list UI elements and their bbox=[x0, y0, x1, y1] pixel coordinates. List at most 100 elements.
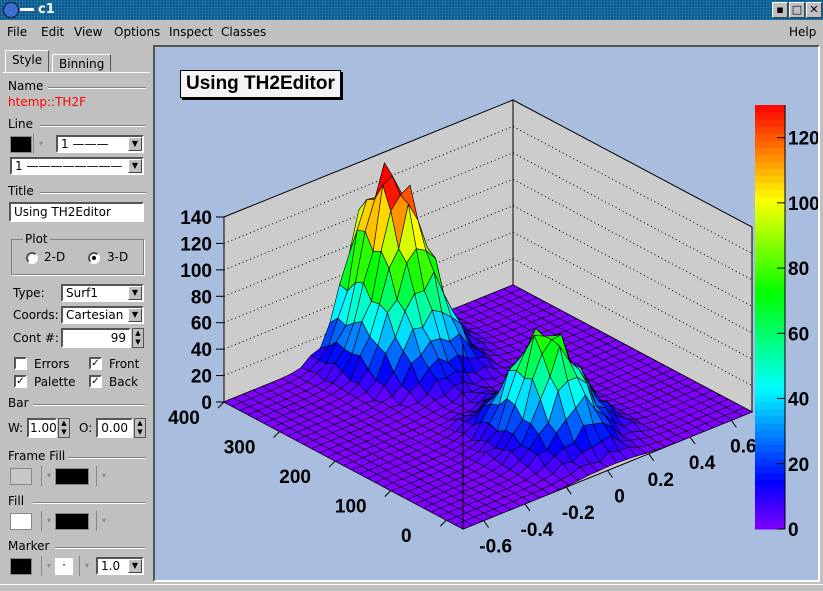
front-checkbox[interactable]: ✓ bbox=[89, 357, 102, 370]
radio-2d[interactable] bbox=[26, 252, 38, 264]
palette-band bbox=[755, 168, 785, 177]
x-tick-label: 0.6 bbox=[730, 436, 756, 457]
chevron-down-icon[interactable]: ▼ bbox=[128, 308, 142, 322]
menu-classes[interactable]: Classes bbox=[221, 25, 267, 39]
palette-band bbox=[755, 281, 785, 290]
z-tick-label: 60 bbox=[191, 314, 212, 335]
type-select[interactable]: Surf1 ▼ bbox=[61, 284, 144, 302]
palette-band bbox=[755, 302, 785, 311]
palette-band bbox=[755, 430, 785, 438]
fill-color-swatch[interactable] bbox=[10, 513, 32, 530]
coords-label: Coords: bbox=[13, 308, 59, 322]
frame-fill-color-dropdown[interactable]: ▾ bbox=[41, 466, 51, 486]
x-tick-label: 0.4 bbox=[689, 453, 716, 474]
palette-band bbox=[755, 373, 785, 382]
z-tick-label: 120 bbox=[180, 234, 212, 255]
root-app-icon[interactable] bbox=[3, 2, 19, 18]
plot-title[interactable]: Using TH2Editor bbox=[180, 70, 341, 98]
z-gridline bbox=[223, 178, 753, 307]
z-tick-label: 0 bbox=[201, 393, 212, 414]
marker-color-swatch[interactable] bbox=[10, 558, 32, 575]
line-color-dropdown[interactable]: ▾ bbox=[33, 134, 43, 154]
palette-band bbox=[755, 486, 785, 495]
x-tick bbox=[565, 486, 572, 495]
tab-binning[interactable]: Binning bbox=[52, 54, 112, 72]
title-input[interactable]: Using TH2Editor bbox=[9, 202, 144, 222]
palette-band bbox=[755, 175, 785, 184]
contour-input[interactable]: 99 bbox=[61, 328, 131, 348]
palette-band bbox=[755, 196, 785, 205]
y-tick bbox=[328, 460, 336, 468]
marker-color-dropdown[interactable]: ▾ bbox=[41, 556, 51, 576]
tab-style[interactable]: Style bbox=[5, 50, 50, 72]
x-tick-label: -0.4 bbox=[521, 520, 554, 541]
line-width-select[interactable]: 1 ——— ▼ bbox=[56, 135, 144, 153]
contour-spinner[interactable]: ▲ ▼ bbox=[132, 328, 144, 348]
back-checkbox[interactable]: ✓ bbox=[89, 375, 102, 388]
y-tick-label: 300 bbox=[224, 438, 256, 459]
fill-color-dropdown[interactable]: ▾ bbox=[41, 511, 51, 531]
frame-fill-pattern-dropdown[interactable]: ▾ bbox=[96, 466, 106, 486]
bar-width-input[interactable]: 1.00 bbox=[27, 418, 57, 438]
x-tick bbox=[524, 503, 531, 512]
palette-tick-label: 60 bbox=[788, 324, 809, 345]
frame-fill-color-swatch[interactable] bbox=[10, 468, 32, 485]
menu-inspect[interactable]: Inspect bbox=[169, 25, 213, 39]
y-tick bbox=[217, 401, 225, 409]
menu-help[interactable]: Help bbox=[789, 25, 817, 39]
marker-size-select[interactable]: 1.0 ▼ bbox=[96, 557, 144, 575]
marker-style-dropdown[interactable]: ▾ bbox=[79, 556, 89, 576]
menu-options[interactable]: Options bbox=[114, 25, 161, 39]
palette-band bbox=[755, 408, 785, 417]
palette-band bbox=[755, 380, 785, 389]
maximize-button[interactable]: □ bbox=[789, 2, 805, 18]
line-color-swatch[interactable] bbox=[10, 136, 32, 153]
frame-fill-pattern-swatch[interactable] bbox=[55, 468, 89, 485]
palette-checkbox[interactable]: ✓ bbox=[14, 375, 27, 388]
bar-offset-input[interactable]: 0.00 bbox=[96, 418, 133, 438]
chevron-down-icon[interactable]: ▼ bbox=[128, 559, 142, 573]
chevron-down-icon[interactable]: ▼ bbox=[128, 137, 142, 151]
x-tick-label: 0.2 bbox=[648, 470, 674, 491]
line-style-select[interactable]: 1 ———————— ▼ bbox=[10, 157, 144, 175]
palette-band bbox=[755, 232, 785, 240]
th2-editor-panel: Style Binning Name htemp::TH2F Line ▾ 1 … bbox=[3, 46, 150, 582]
errors-checkbox[interactable] bbox=[14, 357, 27, 370]
y-tick bbox=[384, 490, 392, 497]
palette-band bbox=[755, 331, 785, 339]
marker-style-swatch[interactable]: · bbox=[55, 558, 73, 575]
coords-select[interactable]: Cartesian ▼ bbox=[61, 306, 144, 324]
title-label: Title bbox=[8, 184, 34, 198]
palette-band bbox=[755, 246, 785, 254]
contour-label: Cont #: bbox=[13, 331, 59, 345]
menu-edit[interactable]: Edit bbox=[41, 25, 65, 39]
fill-pattern-swatch[interactable] bbox=[55, 513, 89, 530]
close-button[interactable]: ✕ bbox=[806, 2, 822, 18]
plot-group bbox=[11, 239, 144, 275]
palette-band bbox=[755, 472, 785, 481]
chevron-down-icon[interactable]: ▼ bbox=[128, 159, 142, 173]
palette-band bbox=[755, 423, 785, 431]
name-label: Name bbox=[8, 79, 44, 93]
x-tick bbox=[483, 520, 490, 528]
z-gridline bbox=[223, 152, 753, 281]
palette-band bbox=[755, 211, 785, 219]
palette-band bbox=[755, 182, 785, 191]
palette-band bbox=[755, 267, 785, 276]
root-canvas[interactable]: 0 20 40 60 80 100 120 140 0 100 200 300 400 -0.6 -0.4-… bbox=[153, 45, 820, 582]
bar-width-spinner[interactable]: ▲ ▼ bbox=[58, 418, 70, 438]
chevron-down-icon[interactable]: ▼ bbox=[128, 286, 142, 300]
palette-band bbox=[755, 112, 785, 120]
palette-tick-label: 100 bbox=[788, 194, 818, 215]
palette-band bbox=[755, 140, 785, 148]
menu-view[interactable]: View bbox=[74, 25, 103, 39]
palette-band bbox=[755, 309, 785, 318]
menu-file[interactable]: File bbox=[7, 25, 28, 39]
radio-3d[interactable] bbox=[88, 252, 100, 264]
palette-band bbox=[755, 507, 785, 516]
y-tick bbox=[273, 431, 280, 438]
bar-offset-spinner[interactable]: ▲ ▼ bbox=[134, 418, 146, 438]
palette-band bbox=[755, 500, 785, 509]
fill-pattern-dropdown[interactable]: ▾ bbox=[96, 511, 106, 531]
minimize-button[interactable]: ▪ bbox=[772, 2, 788, 18]
